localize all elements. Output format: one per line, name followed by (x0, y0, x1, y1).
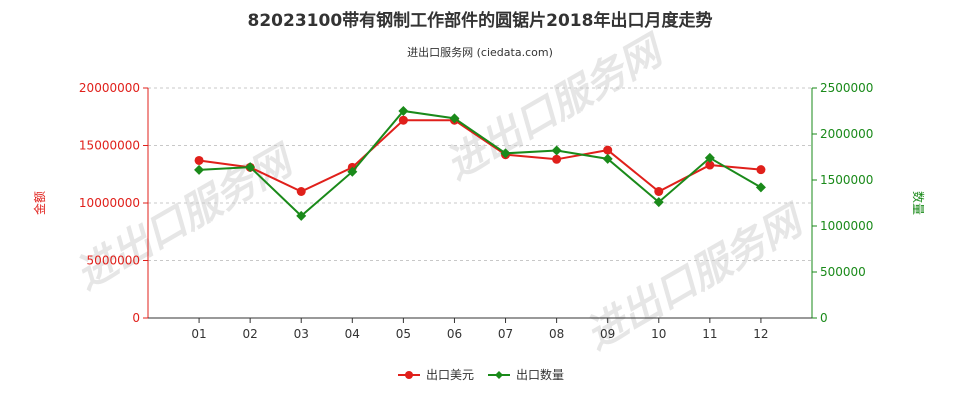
x-tick-label: 03 (294, 327, 309, 341)
left-tick-label: 5000000 (87, 254, 140, 268)
series-point-1-2 (296, 210, 307, 221)
chart-title: 82023100带有钢制工作部件的圆锯片2018年出口月度走势 (248, 10, 713, 31)
x-tick-label: 09 (600, 327, 615, 341)
x-tick-label: 02 (243, 327, 258, 341)
x-tick-label: 08 (549, 327, 564, 341)
series-point-1-9 (653, 197, 664, 208)
watermark-text: 进出口服务网 (68, 136, 304, 299)
series-point-1-7 (551, 145, 562, 156)
x-tick-label: 06 (447, 327, 462, 341)
right-axis-ticks: 0 500000 1000000 1500000 2000000 2500000 (812, 81, 873, 325)
right-tick-label: 1500000 (820, 173, 873, 187)
left-axis-title: 金额 (32, 191, 47, 215)
series-point-1-8 (602, 153, 613, 164)
right-tick-label: 1000000 (820, 219, 873, 233)
series-point-1-4 (398, 106, 409, 116)
legend[interactable]: 出口美元 出口数量 (398, 367, 564, 382)
left-tick-label: 20000000 (79, 81, 140, 95)
series-point-1-6 (500, 148, 511, 159)
series-point-1-11 (755, 182, 766, 193)
right-tick-label: 2000000 (820, 127, 873, 141)
series-layer (194, 106, 766, 221)
series-point-1-5 (449, 113, 460, 124)
legend-label-1: 出口数量 (516, 367, 564, 382)
left-tick-label: 10000000 (79, 196, 140, 210)
x-tick-label: 10 (651, 327, 666, 341)
series-point-0-2 (296, 187, 306, 196)
left-tick-label: 15000000 (79, 139, 140, 153)
series-point-1-1 (245, 162, 256, 173)
series-point-0-8 (603, 145, 613, 155)
x-tick-label: 01 (191, 327, 206, 341)
series-point-0-10 (705, 160, 715, 170)
right-tick-label: 500000 (820, 265, 866, 279)
series-point-0-4 (398, 115, 408, 125)
series-point-0-11 (756, 165, 766, 175)
right-tick-label: 2500000 (820, 81, 873, 95)
chart-subtitle: 进出口服务网 (ciedata.com) (407, 45, 553, 59)
left-axis-ticks: 0 5000000 10000000 15000000 20000000 (79, 81, 148, 325)
x-tick-label: 12 (753, 327, 768, 341)
right-axis-title: 数量 (911, 191, 926, 215)
left-tick-label: 0 (132, 311, 140, 325)
right-tick-label: 0 (820, 311, 828, 325)
series-point-0-7 (552, 154, 562, 164)
legend-label-0: 出口美元 (426, 368, 474, 382)
series-line-1 (199, 109, 762, 218)
legend-marker-1 (495, 371, 503, 379)
x-tick-label: 05 (396, 327, 411, 341)
series-point-1-0 (194, 164, 205, 175)
x-tick-label: 04 (345, 327, 360, 341)
legend-marker-0 (405, 371, 413, 379)
series-point-0-0 (194, 155, 204, 165)
series-point-0-9 (654, 187, 664, 196)
series-line-0 (198, 119, 762, 193)
series-point-1-10 (704, 152, 715, 163)
x-tick-label: 11 (702, 327, 717, 341)
x-tick-label: 07 (498, 327, 513, 341)
series-point-1-3 (347, 166, 358, 177)
x-axis-ticks: 01 02 03 04 05 06 07 08 09 10 11 12 (191, 318, 769, 341)
